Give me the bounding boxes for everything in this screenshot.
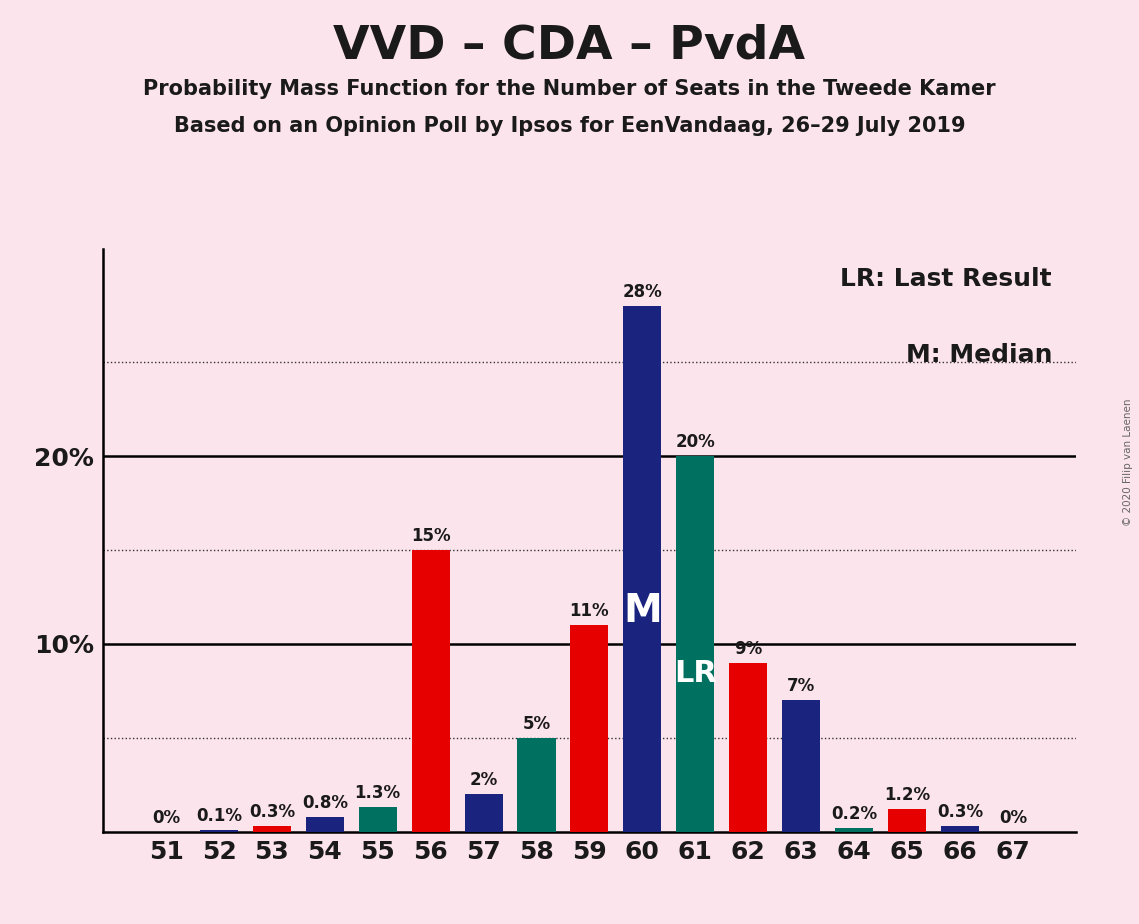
- Bar: [835, 828, 874, 832]
- Text: © 2020 Filip van Laenen: © 2020 Filip van Laenen: [1123, 398, 1133, 526]
- Text: 0.8%: 0.8%: [302, 794, 347, 812]
- Bar: [465, 794, 502, 832]
- Text: 5%: 5%: [523, 715, 550, 733]
- Text: 15%: 15%: [411, 528, 450, 545]
- Text: 0.3%: 0.3%: [937, 803, 983, 821]
- Text: 9%: 9%: [735, 640, 762, 658]
- Text: 20%: 20%: [675, 433, 715, 451]
- Bar: [411, 550, 450, 832]
- Bar: [305, 817, 344, 832]
- Bar: [359, 808, 396, 832]
- Text: 28%: 28%: [623, 283, 662, 301]
- Text: M: Median: M: Median: [906, 343, 1052, 367]
- Bar: [888, 809, 926, 832]
- Text: 11%: 11%: [570, 602, 609, 620]
- Text: 0%: 0%: [151, 808, 180, 827]
- Text: VVD – CDA – PvdA: VVD – CDA – PvdA: [334, 23, 805, 68]
- Bar: [253, 826, 290, 832]
- Bar: [677, 456, 714, 832]
- Text: 1.2%: 1.2%: [884, 786, 931, 805]
- Text: 2%: 2%: [469, 772, 498, 789]
- Text: 0.1%: 0.1%: [196, 807, 241, 825]
- Text: Probability Mass Function for the Number of Seats in the Tweede Kamer: Probability Mass Function for the Number…: [144, 79, 995, 99]
- Text: 0%: 0%: [999, 808, 1027, 827]
- Text: 1.3%: 1.3%: [354, 784, 401, 802]
- Bar: [941, 826, 980, 832]
- Bar: [517, 737, 556, 832]
- Text: Based on an Opinion Poll by Ipsos for EenVandaag, 26–29 July 2019: Based on an Opinion Poll by Ipsos for Ee…: [173, 116, 966, 136]
- Text: M: M: [623, 591, 662, 630]
- Text: 0.3%: 0.3%: [248, 803, 295, 821]
- Text: 0.2%: 0.2%: [831, 805, 877, 823]
- Text: 7%: 7%: [787, 677, 816, 696]
- Text: LR: Last Result: LR: Last Result: [841, 267, 1052, 291]
- Bar: [571, 625, 608, 832]
- Bar: [200, 830, 238, 832]
- Text: LR: LR: [674, 660, 716, 688]
- Bar: [782, 700, 820, 832]
- Bar: [623, 306, 662, 832]
- Bar: [729, 663, 768, 832]
